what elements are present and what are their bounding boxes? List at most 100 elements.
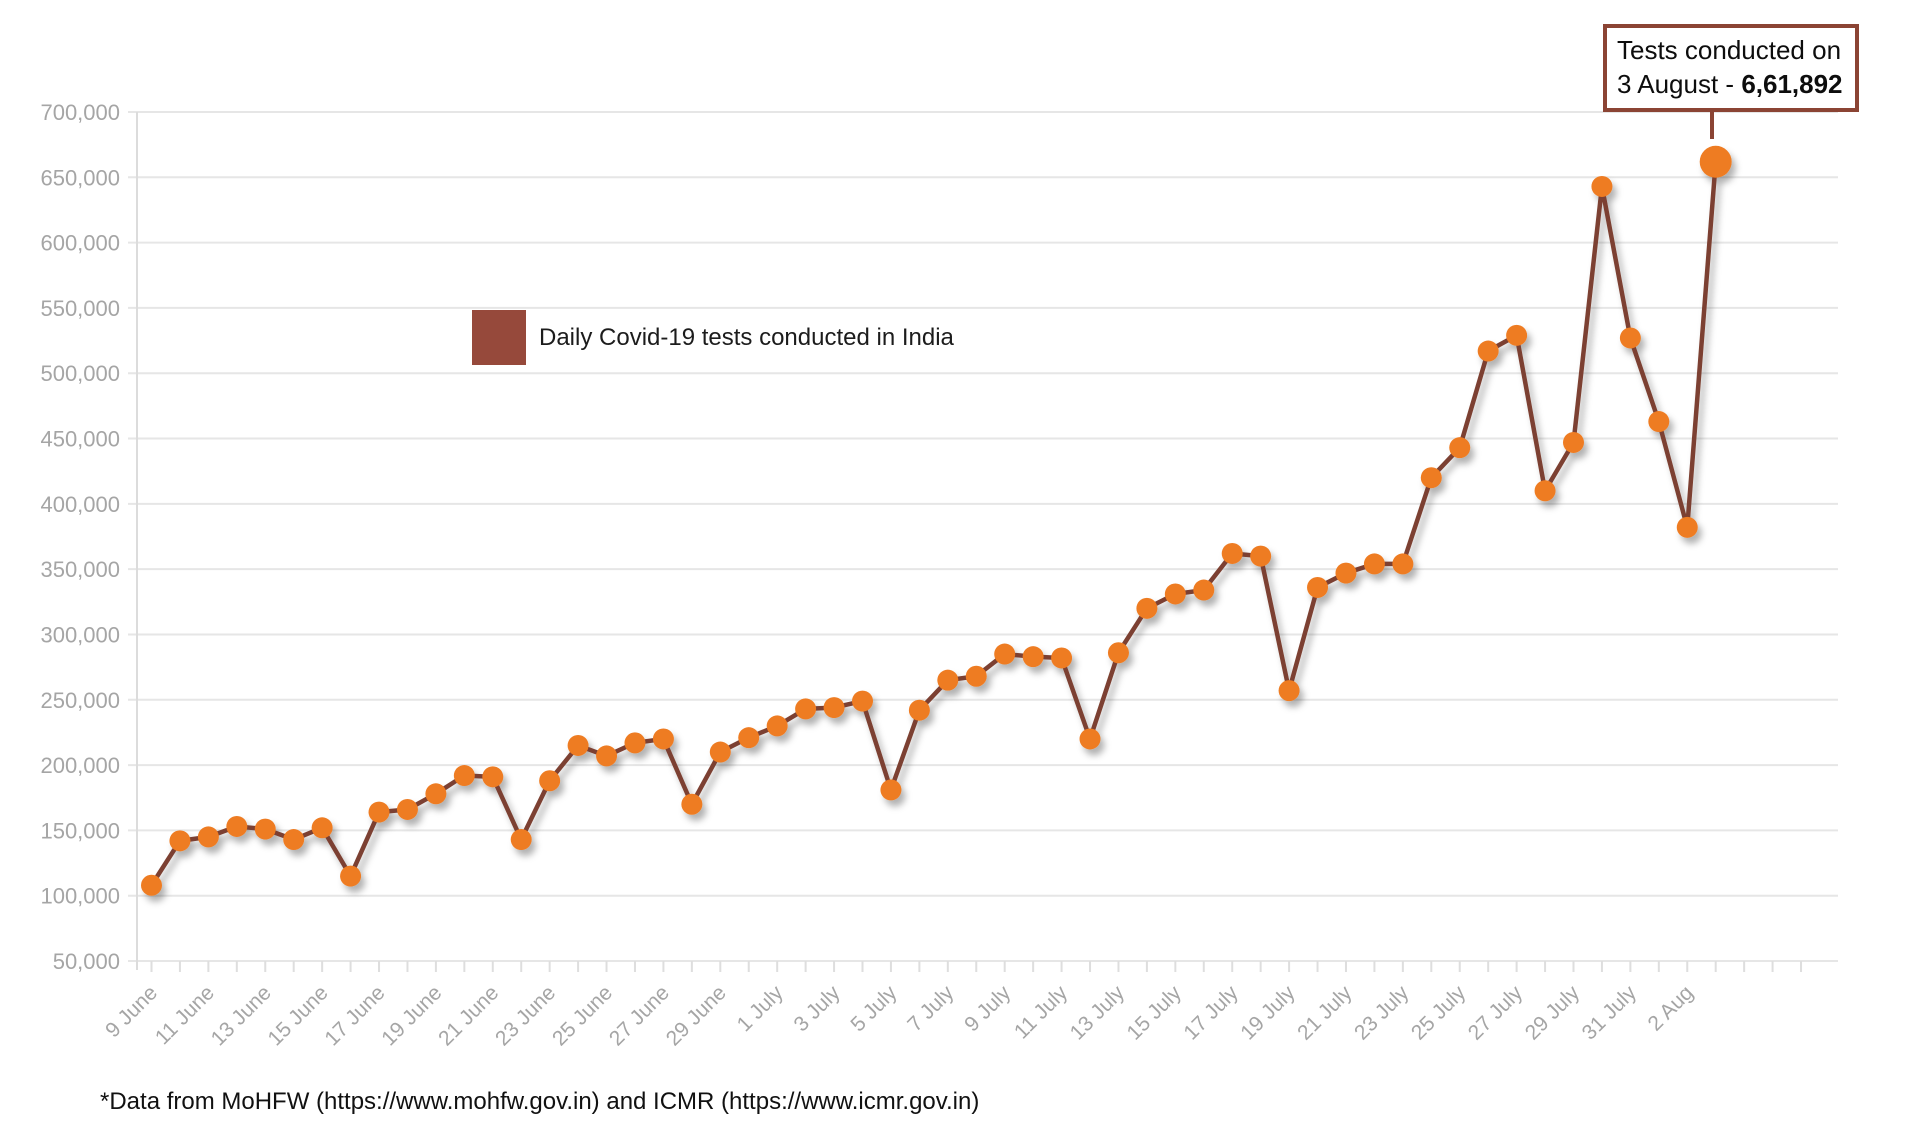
y-tick-label: 150,000 [40,818,120,843]
y-tick-label: 500,000 [40,361,120,386]
data-point[interactable] [1278,680,1300,702]
x-tick-label: 25 June [548,981,617,1050]
data-point[interactable] [482,766,504,788]
y-tick-label: 600,000 [40,231,120,256]
y-tick-label: 700,000 [40,100,120,125]
data-point[interactable] [823,697,845,719]
data-point[interactable] [652,728,674,750]
x-tick-label: 15 June [264,981,333,1050]
data-point[interactable] [681,793,703,815]
x-tick-label: 27 June [605,981,674,1050]
y-tick-label: 550,000 [40,296,120,321]
data-point[interactable] [1107,642,1129,664]
data-point[interactable] [1164,583,1186,605]
data-point[interactable] [738,727,760,749]
data-point[interactable] [1335,562,1357,584]
data-point[interactable] [937,669,959,691]
data-point[interactable] [510,829,532,851]
x-tick-label: 11 June [151,981,219,1049]
y-tick-label: 400,000 [40,492,120,517]
x-tick-label: 17 July [1179,981,1243,1045]
data-point[interactable] [1022,646,1044,668]
data-point[interactable] [596,745,618,767]
data-point[interactable] [311,817,333,839]
data-point[interactable] [141,874,162,896]
x-tick-label: 29 July [1521,981,1585,1045]
x-tick-label: 13 June [207,981,276,1050]
covid-tests-line-chart: 50,000 100,000 150,000 200,000 250,000 300,00… [40,100,1838,1050]
data-point[interactable] [169,830,191,852]
data-point[interactable] [1506,324,1528,346]
x-tick-label: 21 July [1293,981,1357,1045]
data-point-highlighted[interactable] [1699,145,1732,178]
series-daily-tests [141,145,1732,896]
x-tick-label: 9 July [960,981,1015,1036]
annotation-connector-line [1710,108,1714,139]
data-point[interactable] [1619,327,1641,349]
data-point[interactable] [709,741,731,763]
data-point[interactable] [1648,411,1670,433]
data-point[interactable] [1079,728,1101,750]
data-point[interactable] [880,779,902,801]
data-point[interactable] [1420,467,1442,489]
data-point[interactable] [283,829,305,851]
data-point[interactable] [1449,437,1471,459]
x-tick-label: 19 July [1236,981,1300,1045]
data-point[interactable] [908,699,930,721]
x-tick-label: 23 June [491,981,560,1050]
x-tick-label: 1 July [733,981,788,1036]
data-point[interactable] [1051,647,1073,669]
x-tick-marks [150,961,1803,972]
y-tick-label: 350,000 [40,557,120,582]
data-point[interactable] [425,783,447,805]
x-tick-label: 13 July [1066,981,1130,1045]
data-point[interactable] [368,801,390,823]
y-tick-label: 450,000 [40,427,120,452]
x-tick-label: 23 July [1350,981,1414,1045]
data-point[interactable] [453,765,475,787]
data-point[interactable] [1676,516,1698,538]
data-point[interactable] [226,815,248,837]
data-point[interactable] [852,690,873,712]
x-tick-label: 15 July [1123,981,1187,1045]
data-point[interactable] [1563,431,1584,453]
data-source-note: *Data from MoHFW (https://www.mohfw.gov.… [100,1088,980,1115]
data-point[interactable] [567,734,589,756]
data-point[interactable] [340,865,362,887]
y-axis-labels: 50,000 100,000 150,000 200,000 250,000 300,00… [40,100,120,974]
data-point[interactable] [1363,553,1385,575]
y-tick-label: 650,000 [40,165,120,190]
x-tick-label: 3 July [790,981,845,1036]
data-point[interactable] [539,770,561,792]
y-tick-label: 200,000 [40,753,120,778]
data-point[interactable] [1477,340,1499,362]
y-tick-label: 50,000 [53,949,120,974]
data-point[interactable] [994,643,1016,665]
data-point[interactable] [965,665,987,687]
chart-legend[interactable]: Daily Covid-19 tests conducted in India [472,310,954,365]
data-point[interactable] [1534,480,1556,502]
x-tick-label: 5 July [846,981,901,1036]
data-point[interactable] [1392,553,1414,575]
data-point[interactable] [1307,576,1329,598]
data-point[interactable] [1193,579,1215,601]
data-point[interactable] [1221,542,1243,564]
data-point[interactable] [624,732,646,754]
data-point[interactable] [766,715,788,737]
x-tick-label: 25 July [1407,981,1471,1045]
data-point[interactable] [1250,545,1272,567]
data-point[interactable] [396,798,418,820]
x-tick-label: 21 June [434,981,503,1050]
legend-label: Daily Covid-19 tests conducted in India [539,323,954,351]
data-point[interactable] [254,818,276,840]
annotation-callout: Tests conducted on 3 August - 6,61,892 [1603,24,1859,112]
data-point[interactable] [1591,175,1613,197]
data-point[interactable] [795,698,817,720]
series-line [149,159,1718,888]
x-tick-label: 2 Aug [1644,981,1698,1035]
data-point[interactable] [197,826,219,848]
y-tick-label: 300,000 [40,622,120,647]
data-point[interactable] [1136,597,1158,619]
